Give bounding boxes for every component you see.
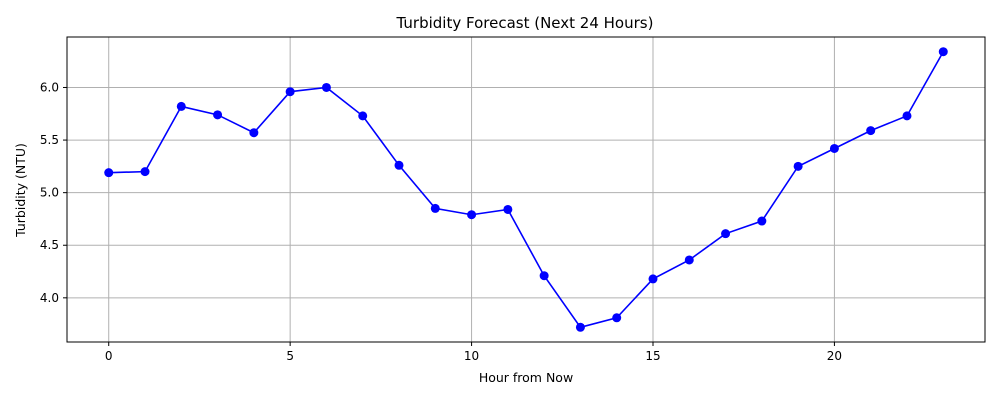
chart-title: Turbidity Forecast (Next 24 Hours) — [396, 14, 654, 32]
series-line — [108, 51, 944, 329]
data-point — [176, 101, 186, 111]
x-tick-label: 0 — [105, 349, 113, 363]
data-point — [829, 143, 839, 153]
y-tick-label: 5.5 — [40, 133, 59, 147]
tick-layer: 0 5 10 15 20 4.0 4.5 5.0 5.5 6.0 — [40, 80, 842, 363]
data-point — [684, 255, 694, 265]
grid — [67, 37, 985, 342]
x-tick-label: 15 — [645, 349, 660, 363]
data-point — [721, 229, 731, 239]
x-tick-label: 5 — [286, 349, 294, 363]
data-point — [104, 168, 114, 178]
data-point — [394, 160, 404, 170]
data-point — [575, 322, 585, 332]
data-point — [358, 111, 368, 121]
y-tick-label: 4.0 — [40, 291, 59, 305]
data-point — [213, 110, 223, 120]
y-tick-label: 4.5 — [40, 238, 59, 252]
y-axis-label: Turbidity (NTU) — [13, 143, 28, 238]
data-point — [503, 204, 513, 214]
plot-frame — [66, 36, 986, 343]
data-point — [539, 271, 549, 281]
y-tick-label: 6.0 — [40, 80, 59, 94]
data-point — [648, 274, 658, 284]
data-point — [757, 216, 767, 226]
data-point — [793, 161, 803, 171]
y-tick-label: 5.0 — [40, 186, 59, 200]
x-tick-label: 20 — [827, 349, 842, 363]
series-layer — [104, 47, 948, 332]
data-point — [140, 167, 150, 177]
data-point — [612, 313, 622, 323]
data-point — [866, 126, 876, 136]
data-point — [467, 210, 477, 220]
data-point — [430, 203, 440, 213]
x-tick-label: 10 — [464, 349, 479, 363]
data-point — [321, 82, 331, 92]
data-point — [938, 47, 948, 57]
x-axis-label: Hour from Now — [479, 370, 573, 385]
data-point — [902, 111, 912, 121]
data-point — [249, 128, 259, 138]
data-point — [285, 87, 295, 97]
